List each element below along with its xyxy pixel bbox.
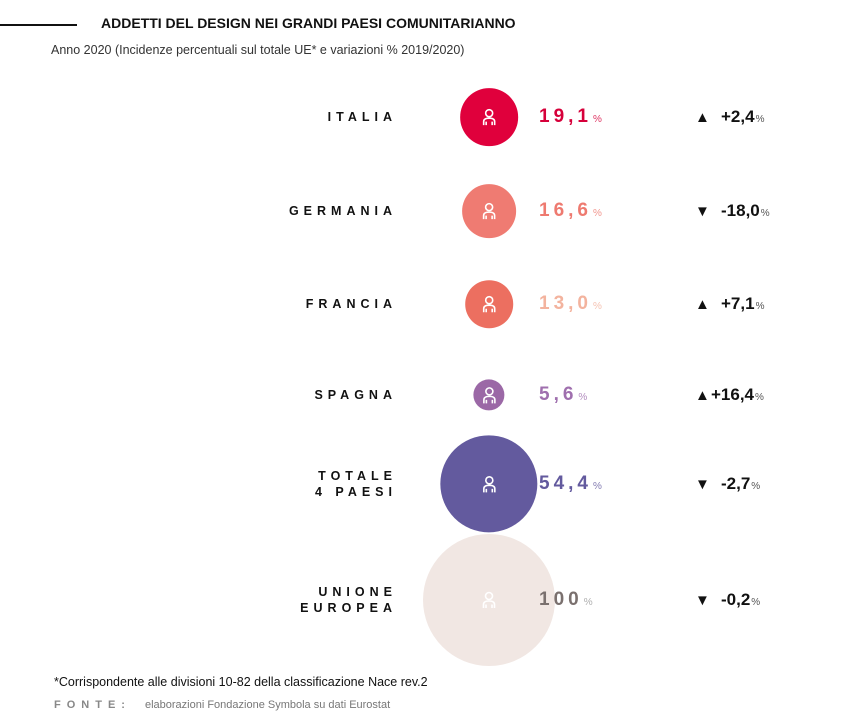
person-icon (482, 386, 496, 403)
triangle-down-icon: ▼ (695, 476, 710, 493)
percent-sign: % (578, 392, 588, 403)
source-text: elaborazioni Fondazione Symbola su dati … (144, 699, 391, 711)
share-value: 13,0% (539, 293, 602, 314)
share-value: 5,6% (539, 384, 588, 405)
triangle-down-icon: ▼ (695, 592, 710, 609)
percent-sign: % (751, 481, 761, 492)
change-value: ▼ -0,2% (695, 590, 761, 609)
percent-sign: % (592, 301, 602, 312)
share-value: 16,6% (539, 200, 602, 221)
source-line: FONTE: elaborazioni Fondazione Symbola su… (54, 699, 390, 711)
person-icon (482, 475, 496, 492)
percent-sign: % (592, 481, 602, 492)
country-label: ITALIA (327, 110, 397, 124)
source-label: FONTE: (54, 699, 131, 711)
change-value: ▼ -2,7% (695, 474, 761, 493)
share-bubble (460, 88, 518, 146)
person-icon (482, 295, 496, 312)
triangle-up-icon: ▲ (695, 109, 710, 126)
person-icon (482, 591, 496, 608)
country-label: UNIONE EUROPEA (300, 585, 397, 615)
share-bubble (462, 184, 516, 238)
share-bubble (423, 534, 555, 666)
percent-sign: % (755, 301, 765, 312)
percent-sign: % (592, 208, 602, 219)
country-label: FRANCIA (305, 297, 397, 311)
country-label: TOTALE 4 PAESI (314, 469, 397, 499)
triangle-down-icon: ▼ (695, 203, 710, 220)
share-bubble (473, 379, 505, 411)
triangle-up-icon: ▲ (695, 296, 710, 313)
change-value: ▲+16,4% (695, 385, 764, 404)
share-bubble (465, 280, 513, 328)
percent-sign: % (583, 597, 593, 608)
percent-sign: % (755, 392, 764, 403)
percent-sign: % (755, 114, 765, 125)
change-value: ▲ +2,4% (695, 107, 765, 126)
country-label: GERMANIA (288, 204, 397, 218)
title-rule (0, 24, 77, 26)
percent-sign: % (751, 597, 761, 608)
change-value: ▲ +7,1% (695, 294, 765, 313)
chart-subtitle: Anno 2020 (Incidenze percentuali sul tot… (51, 43, 465, 57)
share-value: 100% (539, 589, 593, 610)
country-label: SPAGNA (314, 388, 397, 402)
percent-sign: % (592, 114, 602, 125)
person-icon (482, 202, 496, 219)
chart-title: ADDETTI DEL DESIGN NEI GRANDI PAESI COMU… (101, 15, 516, 31)
share-value: 19,1% (539, 106, 602, 127)
person-icon (482, 108, 496, 125)
share-value: 54,4% (539, 473, 602, 494)
triangle-up-icon: ▲ (695, 387, 710, 404)
percent-sign: % (760, 208, 770, 219)
footnote: *Corrispondente alle divisioni 10-82 del… (54, 675, 428, 689)
change-value: ▼ -18,0% (695, 201, 770, 220)
share-bubble (440, 435, 538, 533)
